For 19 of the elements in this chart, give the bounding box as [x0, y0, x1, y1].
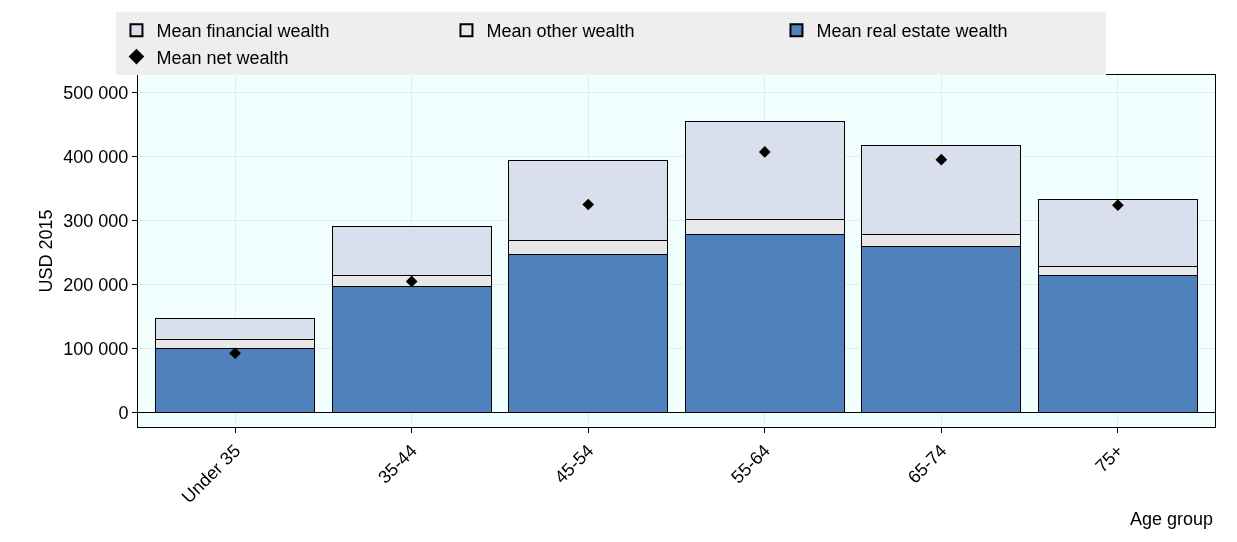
y-tick-label: 0: [118, 403, 129, 424]
point: [1112, 199, 1124, 212]
y-tick-label: 200 000: [63, 274, 129, 295]
y-axis-title: USD 2015: [35, 209, 56, 293]
legend-label: Mean real estate wealth: [816, 21, 1008, 42]
legend-label: Mean other wealth: [486, 21, 635, 42]
y-tick-label: 100 000: [63, 339, 129, 360]
y-tick-label: 400 000: [63, 146, 129, 167]
point: [935, 153, 948, 166]
point: [582, 198, 595, 211]
legend-label: Mean financial wealth: [156, 21, 330, 42]
legend-label: Mean net wealth: [156, 47, 289, 68]
point: [405, 275, 418, 288]
x-axis-title: Age group: [1130, 509, 1214, 529]
y-tick-label: 300 000: [63, 210, 129, 231]
point: [758, 146, 771, 158]
x-tick-label: 75+: [1091, 440, 1128, 477]
y-tick-label: 500 000: [63, 82, 129, 103]
point: [229, 347, 241, 360]
